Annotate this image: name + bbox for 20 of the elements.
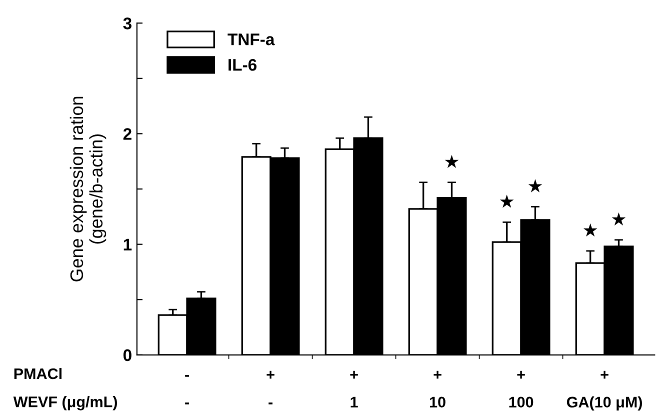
data-label: ★ <box>612 212 626 226</box>
data-label: ★ <box>444 154 459 168</box>
data-label: ★ <box>528 179 542 192</box>
data-label: ★ <box>500 194 514 208</box>
y-tick-label: 2 <box>123 128 132 140</box>
y-tick-label: 1 <box>124 238 132 250</box>
y-tick-label: 3 <box>123 18 132 30</box>
y-tick-label: 0 <box>123 349 132 362</box>
y-axis-title: Gene expression ration (gene/b-actin) <box>70 96 106 282</box>
legend-label: IL-6 <box>228 58 256 71</box>
text: WEVF (μg/mL) <box>13 396 117 410</box>
text: PMACl <box>14 368 62 380</box>
x-tick-label: + GA(10 μM) <box>566 370 642 411</box>
x-tick-label: + 100 <box>509 370 534 408</box>
x-tick-label: + 10 <box>430 370 446 408</box>
legend-label: TNF-a <box>228 34 275 46</box>
x-tick-label: + 1 <box>350 370 358 408</box>
category-label: - - <box>185 374 189 404</box>
data-label: ★ <box>583 223 598 237</box>
category-label: + - <box>266 370 274 404</box>
